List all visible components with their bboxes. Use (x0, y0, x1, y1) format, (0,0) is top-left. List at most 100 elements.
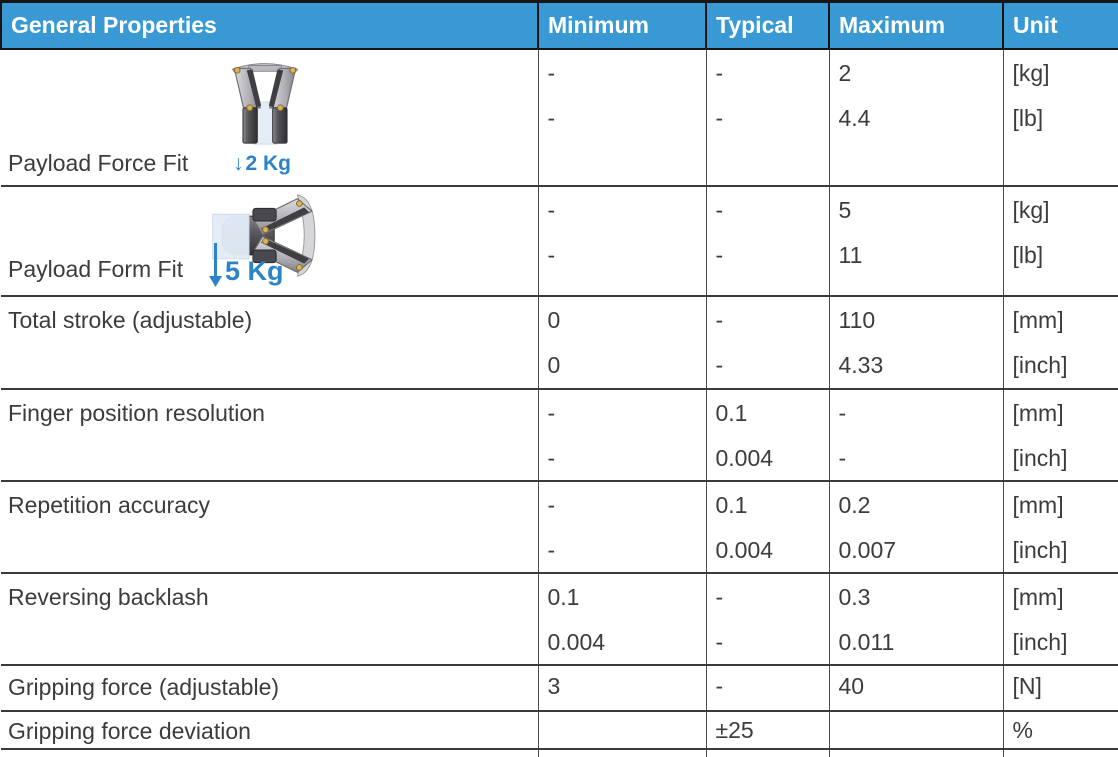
cell-value: 40 (838, 673, 865, 699)
table-row: Gripping force deviation ±25 % (1, 711, 1118, 750)
cell-value: - (838, 445, 847, 471)
cell-value: - (715, 197, 724, 223)
cell-value: 11 (838, 242, 863, 268)
gripper-force-fit-icon (217, 54, 313, 154)
cell-minimum: - - (537, 186, 706, 297)
cell-value: - (547, 445, 556, 471)
row-label: Repetition accuracy (8, 492, 210, 518)
cell-value: 2 (838, 60, 852, 86)
cell-property: Total stroke (adjustable) (1, 296, 538, 390)
cell-maximum: 2 4.4 (828, 49, 1003, 187)
cell-value: [lb] (1012, 242, 1044, 268)
payload-badge-label: 5 Kg (225, 256, 284, 286)
cell-unit: [mm] [inch] (1002, 389, 1118, 482)
cell-value: - (838, 400, 847, 426)
cell-value: 0.007 (838, 537, 897, 563)
header-minimum: Minimum (537, 0, 706, 50)
cell-value: 0.1 (715, 492, 748, 518)
table-row: Total stroke (adjustable) 0 0 - - 110 4.… (1, 296, 1118, 390)
cell-value: 0.011 (838, 629, 895, 655)
cell-typical: - - (705, 186, 829, 297)
cell-value: [inch] (1012, 352, 1068, 378)
cell-value: [mm] (1012, 584, 1064, 610)
cell-value: 4.33 (838, 352, 884, 378)
cell-typical: ±25 (705, 711, 829, 750)
cell-value: - (547, 242, 556, 268)
cell-unit: [mm] [inch] (1002, 481, 1118, 574)
cell-maximum: - - (828, 389, 1003, 482)
cell-maximum (828, 711, 1003, 750)
cell-value: [lb] (1012, 105, 1044, 131)
cell-typical: - - (705, 296, 829, 390)
cell-typical: - - (705, 573, 829, 666)
cell-minimum: 3 (537, 665, 706, 712)
cell-unit: % (1002, 711, 1118, 750)
cell-minimum: - - (537, 389, 706, 482)
cell-typical: - - (705, 49, 829, 187)
payload-badge: ↓ 2 Kg (233, 152, 291, 176)
cell-property: Reversing backlash (1, 573, 538, 666)
table-row: Reversing backlash 0.1 0.004 - - 0.3 0.0… (1, 573, 1118, 666)
cell-unit: [kg] [lb] (1002, 49, 1118, 187)
cell-value: - (715, 673, 724, 699)
cell-value: 5 (838, 197, 852, 223)
cell-value: [inch] (1012, 537, 1068, 563)
gripper-form-fit-icon (211, 189, 319, 288)
cell-value: - (715, 307, 724, 333)
payload-badge: 5 Kg (209, 243, 284, 287)
row-label: Finger position resolution (8, 400, 265, 426)
cell-payload-form-fit: 5 Kg Payload Form Fit (1, 186, 538, 297)
cell-value: - (715, 105, 724, 131)
cell-value: [mm] (1012, 492, 1064, 518)
cell-maximum: 5 11 (828, 186, 1003, 297)
cell-value: [inch] (1012, 445, 1068, 471)
cell-unit: [mm] [inch] (1002, 573, 1118, 666)
cell-value: % (1012, 717, 1033, 743)
cell-value: - (715, 242, 724, 268)
table-row: Finger position resolution - - 0.1 0.004… (1, 389, 1118, 482)
cell-maximum: 0.2 0.007 (828, 481, 1003, 574)
cell-value: 0.2 (838, 492, 871, 518)
cell-typical: 0.1 0.004 (705, 481, 829, 574)
down-arrow-icon: ↓ (233, 152, 244, 175)
table-row (1, 749, 1118, 757)
cell-typical (705, 749, 829, 757)
cell-minimum: - - (537, 481, 706, 574)
cell-value: [kg] (1012, 197, 1050, 223)
table-row: Repetition accuracy - - 0.1 0.004 0.2 0.… (1, 481, 1118, 574)
table-row: ↓ 2 Kg Payload Force Fit - - - - 2 4.4 [k… (1, 49, 1118, 187)
table-header-row: General Properties Minimum Typical Maxim… (0, 0, 1118, 50)
row-label: Payload Form Fit (8, 256, 184, 282)
cell-property: Gripping force deviation (1, 711, 538, 750)
cell-value: - (547, 400, 556, 426)
cell-value: 0.3 (838, 584, 871, 610)
cell-value: - (547, 537, 556, 563)
row-label: Total stroke (adjustable) (8, 307, 253, 333)
row-label: Gripping force deviation (8, 718, 251, 744)
cell-value: - (715, 629, 724, 655)
cell-value: [kg] (1012, 60, 1050, 86)
cell-value: [N] (1012, 673, 1042, 699)
table-row: Gripping force (adjustable) 3 - 40 [N] (1, 665, 1118, 712)
cell-unit: [kg] [lb] (1002, 186, 1118, 297)
cell-minimum (537, 711, 706, 750)
cell-value: [mm] (1012, 400, 1064, 426)
cell-value: - (547, 197, 556, 223)
header-unit: Unit (1002, 0, 1118, 50)
header-general-properties: General Properties (0, 0, 538, 50)
cell-maximum: 40 (828, 665, 1003, 712)
table-row: 5 Kg Payload Form Fit - - - - 5 11 [kg] … (1, 186, 1118, 297)
cell-minimum (537, 749, 706, 757)
cell-maximum: 110 4.33 (828, 296, 1003, 390)
row-label: Reversing backlash (8, 584, 209, 610)
cell-property: Gripping force (adjustable) (1, 665, 538, 712)
cell-value: 0.004 (715, 537, 774, 563)
cell-payload-force-fit: ↓ 2 Kg Payload Force Fit (1, 49, 538, 187)
cell-property: Finger position resolution (1, 389, 538, 482)
cell-value: - (547, 492, 556, 518)
cell-value: - (715, 60, 724, 86)
cell-value: [inch] (1012, 629, 1068, 655)
cell-value: 0.004 (715, 445, 774, 471)
